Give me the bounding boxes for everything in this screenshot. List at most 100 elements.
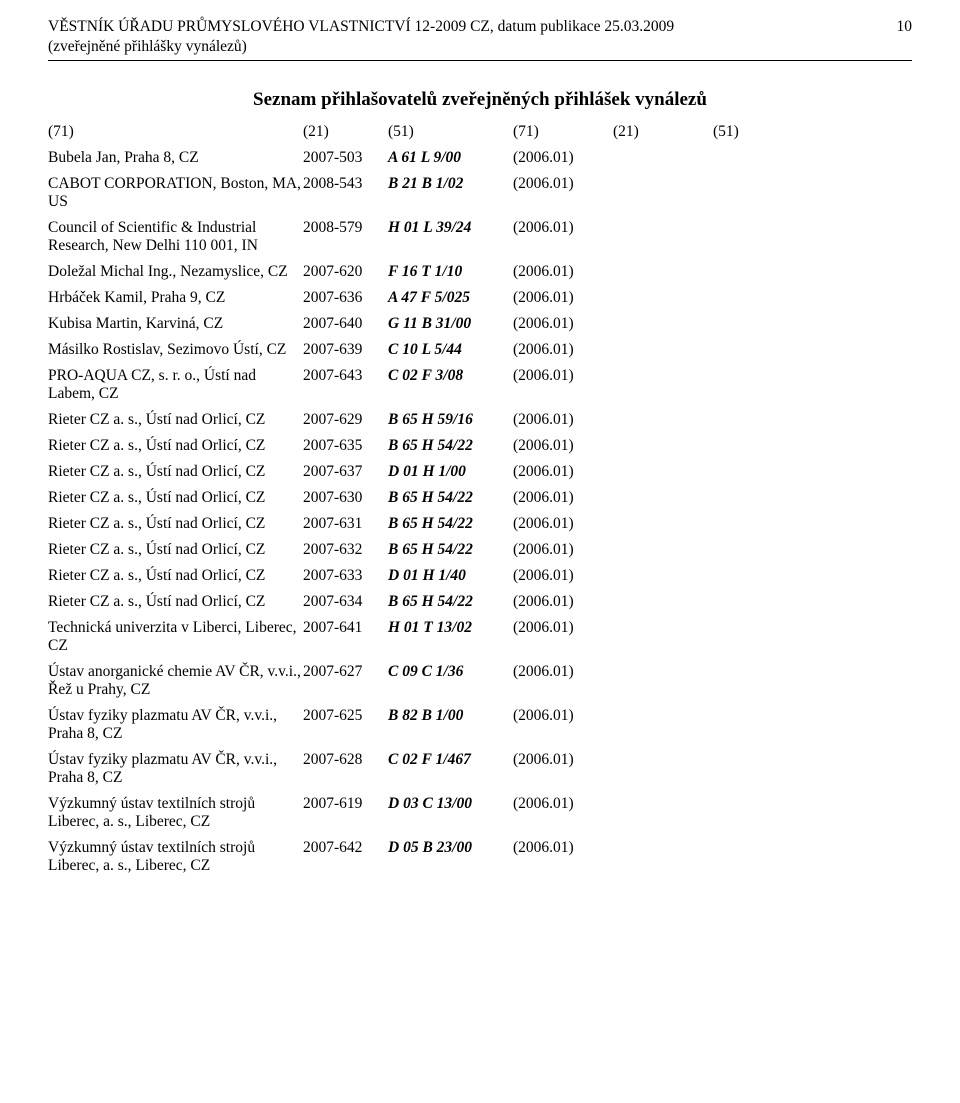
applicant-name: Výzkumný ústav textilních strojů Liberec… <box>48 839 303 875</box>
ipc-code: C 02 F 3/08 <box>388 367 513 385</box>
application-number: 2007-643 <box>303 367 388 385</box>
table-row: Bubela Jan, Praha 8, CZ2007-503A 61 L 9/… <box>48 149 912 167</box>
table-row: Rieter CZ a. s., Ústí nad Orlicí, CZ2007… <box>48 463 912 481</box>
application-number: 2007-620 <box>303 263 388 281</box>
applicant-name: Rieter CZ a. s., Ústí nad Orlicí, CZ <box>48 489 303 507</box>
application-number: 2008-543 <box>303 175 388 193</box>
header-divider <box>48 60 912 61</box>
ipc-version: (2006.01) <box>513 411 613 429</box>
ipc-code: B 82 B 1/00 <box>388 707 513 725</box>
table-row: Rieter CZ a. s., Ústí nad Orlicí, CZ2007… <box>48 541 912 559</box>
table-row: Hrbáček Kamil, Praha 9, CZ2007-636A 47 F… <box>48 289 912 307</box>
application-number: 2007-637 <box>303 463 388 481</box>
ipc-code: B 65 H 54/22 <box>388 593 513 611</box>
application-number: 2007-619 <box>303 795 388 813</box>
table-row: Rieter CZ a. s., Ústí nad Orlicí, CZ2007… <box>48 593 912 611</box>
table-row: Rieter CZ a. s., Ústí nad Orlicí, CZ2007… <box>48 489 912 507</box>
ipc-code: D 05 B 23/00 <box>388 839 513 857</box>
applicant-name: Doležal Michal Ing., Nezamyslice, CZ <box>48 263 303 281</box>
application-number: 2007-634 <box>303 593 388 611</box>
application-number: 2007-642 <box>303 839 388 857</box>
table-row: Ústav anorganické chemie AV ČR, v.v.i., … <box>48 663 912 699</box>
application-number: 2007-629 <box>303 411 388 429</box>
table-row: Rieter CZ a. s., Ústí nad Orlicí, CZ2007… <box>48 411 912 429</box>
ipc-version: (2006.01) <box>513 707 613 725</box>
column-headers: (71) (21) (51) (71) (21) (51) <box>48 123 912 141</box>
applicant-name: Rieter CZ a. s., Ústí nad Orlicí, CZ <box>48 437 303 455</box>
ipc-code: D 01 H 1/40 <box>388 567 513 585</box>
table-row: Rieter CZ a. s., Ústí nad Orlicí, CZ2007… <box>48 515 912 533</box>
ipc-version: (2006.01) <box>513 541 613 559</box>
ipc-code: B 65 H 54/22 <box>388 541 513 559</box>
table-row: Másilko Rostislav, Sezimovo Ústí, CZ2007… <box>48 341 912 359</box>
ipc-code: F 16 T 1/10 <box>388 263 513 281</box>
applicant-name: Hrbáček Kamil, Praha 9, CZ <box>48 289 303 307</box>
ipc-version: (2006.01) <box>513 463 613 481</box>
applicant-name: Másilko Rostislav, Sezimovo Ústí, CZ <box>48 341 303 359</box>
ipc-code: B 65 H 59/16 <box>388 411 513 429</box>
applicant-name: Rieter CZ a. s., Ústí nad Orlicí, CZ <box>48 411 303 429</box>
ipc-version: (2006.01) <box>513 367 613 385</box>
application-number: 2007-639 <box>303 341 388 359</box>
applicant-name: Ústav anorganické chemie AV ČR, v.v.i., … <box>48 663 303 699</box>
ipc-code: G 11 B 31/00 <box>388 315 513 333</box>
application-number: 2007-503 <box>303 149 388 167</box>
applicant-name: PRO-AQUA CZ, s. r. o., Ústí nad Labem, C… <box>48 367 303 403</box>
ipc-code: B 65 H 54/22 <box>388 515 513 533</box>
application-number: 2007-633 <box>303 567 388 585</box>
ipc-version: (2006.01) <box>513 437 613 455</box>
applicant-name: Rieter CZ a. s., Ústí nad Orlicí, CZ <box>48 515 303 533</box>
ipc-code: D 01 H 1/00 <box>388 463 513 481</box>
ipc-version: (2006.01) <box>513 289 613 307</box>
header-row: VĚSTNÍK ÚŘADU PRŮMYSLOVÉHO VLASTNICTVÍ 1… <box>48 18 912 36</box>
table-row: Ústav fyziky plazmatu AV ČR, v.v.i., Pra… <box>48 751 912 787</box>
ipc-code: A 61 L 9/00 <box>388 149 513 167</box>
ipc-version: (2006.01) <box>513 489 613 507</box>
col-label-21b: (21) <box>613 123 713 141</box>
table-row: Výzkumný ústav textilních strojů Liberec… <box>48 795 912 831</box>
application-number: 2008-579 <box>303 219 388 237</box>
ipc-code: B 65 H 54/22 <box>388 489 513 507</box>
applicant-name: Ústav fyziky plazmatu AV ČR, v.v.i., Pra… <box>48 707 303 743</box>
ipc-code: C 10 L 5/44 <box>388 341 513 359</box>
table-row: Rieter CZ a. s., Ústí nad Orlicí, CZ2007… <box>48 567 912 585</box>
ipc-version: (2006.01) <box>513 663 613 681</box>
header-subtitle: (zveřejněné přihlášky vynálezů) <box>48 38 912 56</box>
applicant-name: Rieter CZ a. s., Ústí nad Orlicí, CZ <box>48 567 303 585</box>
ipc-version: (2006.01) <box>513 567 613 585</box>
page-number: 10 <box>897 18 913 36</box>
table-row: Ústav fyziky plazmatu AV ČR, v.v.i., Pra… <box>48 707 912 743</box>
application-number: 2007-636 <box>303 289 388 307</box>
ipc-version: (2006.01) <box>513 149 613 167</box>
col-label-21: (21) <box>303 123 388 141</box>
table-row: Council of Scientific & Industrial Resea… <box>48 219 912 255</box>
table-row: PRO-AQUA CZ, s. r. o., Ústí nad Labem, C… <box>48 367 912 403</box>
table-row: CABOT CORPORATION, Boston, MA, US2008-54… <box>48 175 912 211</box>
col-label-51: (51) <box>388 123 513 141</box>
applicant-name: Council of Scientific & Industrial Resea… <box>48 219 303 255</box>
application-number: 2007-630 <box>303 489 388 507</box>
table-row: Technická univerzita v Liberci, Liberec,… <box>48 619 912 655</box>
applicant-name: Ústav fyziky plazmatu AV ČR, v.v.i., Pra… <box>48 751 303 787</box>
applicant-name: CABOT CORPORATION, Boston, MA, US <box>48 175 303 211</box>
header-title: VĚSTNÍK ÚŘADU PRŮMYSLOVÉHO VLASTNICTVÍ 1… <box>48 18 674 36</box>
table-row: Rieter CZ a. s., Ústí nad Orlicí, CZ2007… <box>48 437 912 455</box>
application-number: 2007-628 <box>303 751 388 769</box>
ipc-code: B 65 H 54/22 <box>388 437 513 455</box>
ipc-version: (2006.01) <box>513 315 613 333</box>
application-number: 2007-640 <box>303 315 388 333</box>
application-number: 2007-631 <box>303 515 388 533</box>
applicant-name: Technická univerzita v Liberci, Liberec,… <box>48 619 303 655</box>
ipc-code: C 02 F 1/467 <box>388 751 513 769</box>
applicant-name: Kubisa Martin, Karviná, CZ <box>48 315 303 333</box>
ipc-version: (2006.01) <box>513 341 613 359</box>
application-number: 2007-625 <box>303 707 388 725</box>
ipc-version: (2006.01) <box>513 751 613 769</box>
section-title: Seznam přihlašovatelů zveřejněných přihl… <box>48 89 912 111</box>
ipc-code: H 01 T 13/02 <box>388 619 513 637</box>
application-number: 2007-627 <box>303 663 388 681</box>
table-row: Kubisa Martin, Karviná, CZ2007-640G 11 B… <box>48 315 912 333</box>
ipc-version: (2006.01) <box>513 795 613 813</box>
ipc-version: (2006.01) <box>513 619 613 637</box>
ipc-version: (2006.01) <box>513 219 613 237</box>
